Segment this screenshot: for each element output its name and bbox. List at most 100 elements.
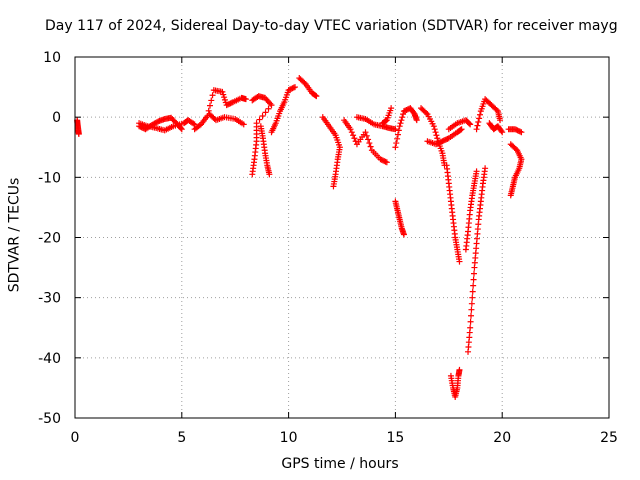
data-point [348,129,355,136]
series-arc-11 [341,117,390,166]
data-point [242,96,249,103]
data-point [290,84,297,91]
data-point [177,125,184,132]
series-arc-19 [447,366,463,400]
series-arc-24 [486,120,506,136]
data-point [256,116,263,123]
data-point [430,123,437,130]
data-point [394,135,401,142]
data-point [330,183,337,190]
data-point [262,109,269,116]
series-arc-07 [257,123,273,178]
data-point [469,288,476,295]
series-arc-08 [268,84,299,136]
data-point [466,120,473,127]
series-arc-25 [505,126,525,136]
series-arc-26 [507,141,525,199]
y-tick-label: -50 [38,411,61,427]
data-point [423,109,430,116]
data-point [467,324,474,331]
data-point [469,294,476,301]
data-point [301,79,308,86]
data-point [497,117,504,124]
series-arc-16 [418,105,448,169]
data-point [398,117,405,124]
y-tick-label: -40 [38,351,61,367]
data-point [221,96,228,103]
data-point [259,112,266,119]
data-point [206,102,213,109]
series-arc-14 [392,105,420,151]
x-tick-label: 10 [280,430,298,446]
data-point [208,97,215,104]
data-point [413,117,420,124]
series-arc-10 [319,114,343,190]
y-tick-label: 10 [43,50,61,66]
series-arc-21 [462,168,480,253]
data-point [431,126,438,133]
data-point [476,115,483,122]
data-point [458,126,465,133]
data-point [473,126,480,133]
data-point [468,306,475,313]
data-point [432,129,439,136]
x-tick-label: 25 [600,430,618,446]
data-point [512,146,519,153]
data-point [266,171,273,178]
data-point [380,119,387,126]
y-tick-label: -30 [38,291,61,307]
data-point [456,258,463,265]
data-point [400,231,407,238]
series-arc-13 [379,105,395,127]
data-point [190,120,197,127]
data-point [362,129,369,136]
x-axis-label: GPS time / hours [281,456,399,472]
data-point [457,126,464,133]
data-point [367,143,374,150]
data-point [474,122,481,129]
data-point [470,276,477,283]
data-point [392,126,399,133]
data-point [265,105,272,112]
data-point [379,120,386,127]
series-arc-18 [443,162,463,265]
data-point [249,171,256,178]
data-point [396,123,403,130]
series-arc-01 [74,117,82,138]
data-point [517,128,524,135]
data-point [352,138,359,145]
data-point [383,159,390,166]
data-point [268,102,275,109]
data-point [393,140,400,147]
data-point [400,111,407,118]
series-arc-23 [473,96,504,133]
data-point [433,132,440,139]
data-point [434,135,441,142]
data-point [219,88,226,95]
data-point [507,192,514,199]
data-point [363,132,370,139]
data-point [313,93,320,100]
data-point [498,128,505,135]
series-arc-04 [191,87,249,133]
tick-layer: 0 5 10 15 20 25 10 0 -10 -20 -30 -40 -50 [38,50,618,446]
chart-title: Day 117 of 2024, Sidereal Day-to-day VTE… [45,18,618,34]
series-arc-17 [424,126,465,148]
data-point [473,168,480,175]
series-arc-20 [465,165,489,355]
series-arc-12 [353,114,399,133]
data-point [365,136,372,143]
data-point [468,312,475,319]
data-point [209,92,216,99]
grid-layer [75,57,609,418]
data-point [178,126,185,133]
data-point [292,84,299,91]
data-layer [74,75,525,400]
data-point [475,118,482,125]
x-tick-label: 0 [71,430,80,446]
data-point [499,129,506,136]
data-point [482,165,489,172]
data-point [467,121,474,128]
data-point [205,107,212,114]
y-tick-label: -10 [38,170,61,186]
